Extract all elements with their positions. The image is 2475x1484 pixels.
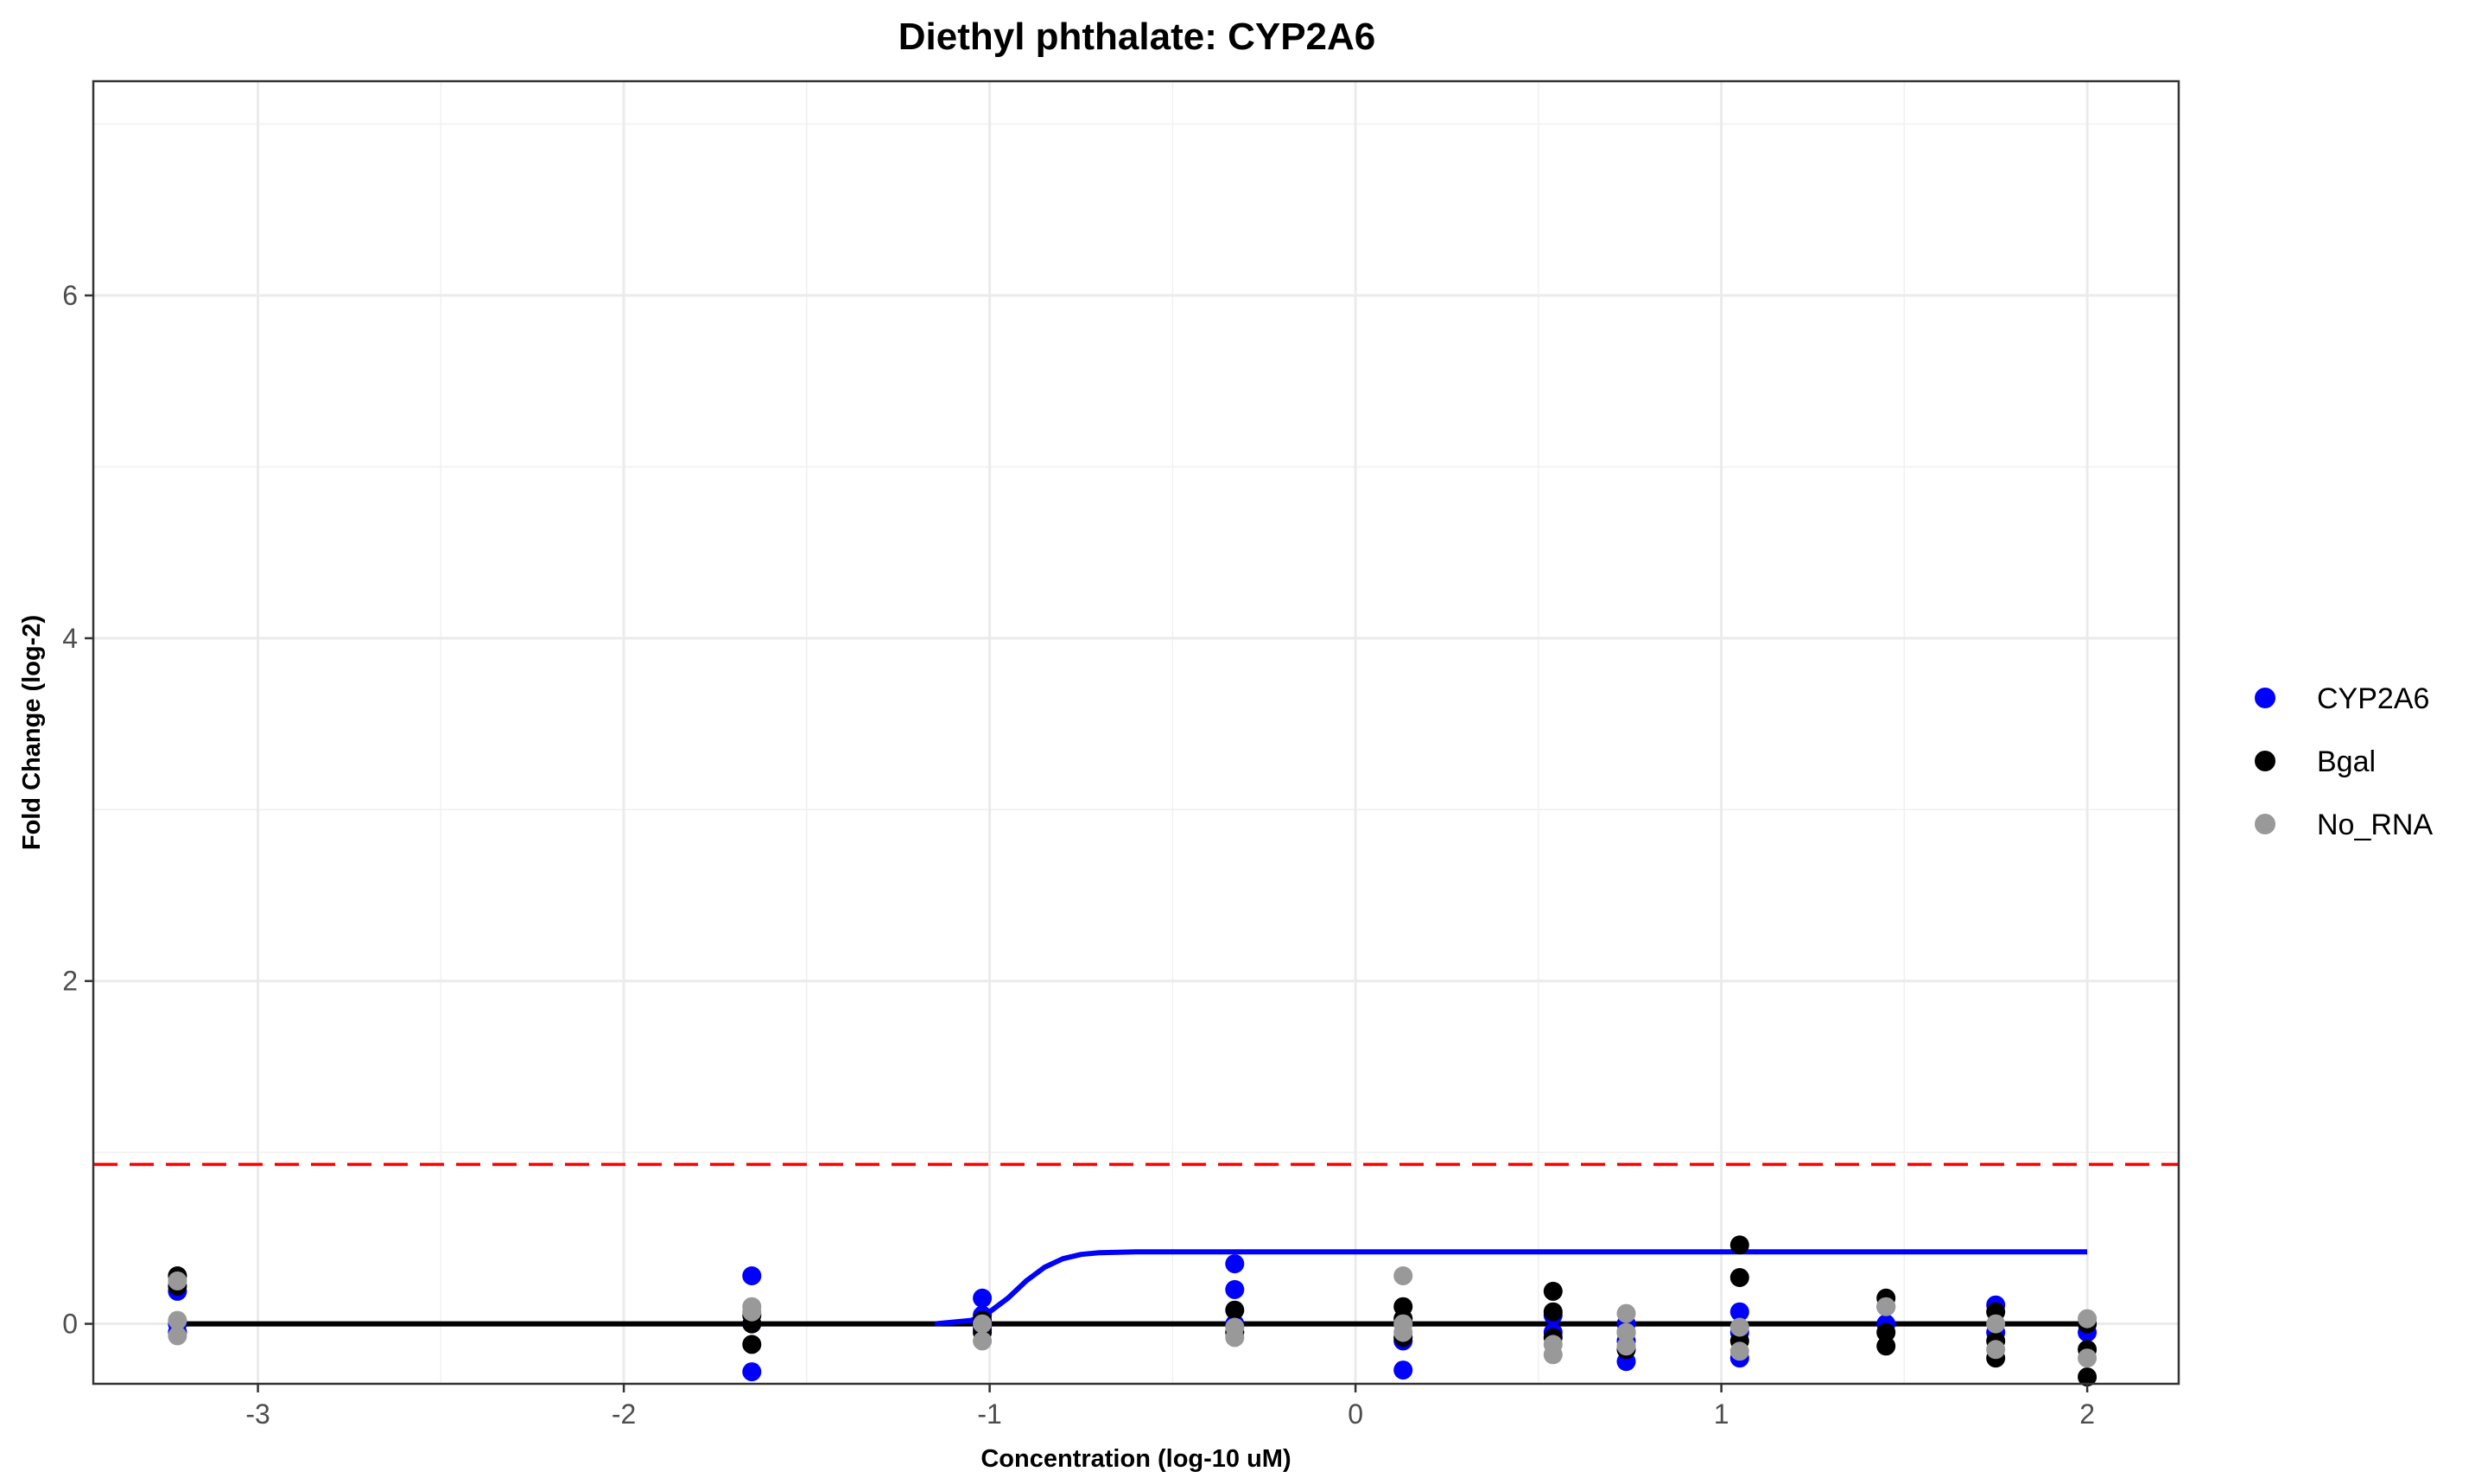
data-point-no_rna <box>168 1271 187 1291</box>
data-points <box>168 1235 2097 1387</box>
data-point-bgal <box>1876 1336 1896 1356</box>
data-point-no_rna <box>742 1302 762 1322</box>
y-tick-label: 4 <box>62 623 78 654</box>
plot-panel-border <box>92 79 2180 1386</box>
x-tick-label: -2 <box>612 1398 636 1430</box>
legend-label-no_rna: No_RNA <box>2317 809 2433 841</box>
data-point-no_rna <box>1876 1297 1896 1316</box>
legend-key-cyp2a6 <box>2255 688 2275 708</box>
x-axis-ticks: -3 -2 -1 0 1 2 <box>245 1384 2095 1430</box>
data-point-bgal <box>1729 1235 1749 1255</box>
data-point-cyp2a6 <box>742 1266 762 1285</box>
y-tick-label: 0 <box>62 1309 78 1340</box>
legend: CYP2A6 Bgal No_RNA <box>2255 682 2433 841</box>
chart-title: Diethyl phthalate: CYP2A6 <box>898 16 1376 58</box>
data-point-bgal <box>1225 1300 1245 1320</box>
data-point-bgal <box>742 1335 762 1354</box>
data-point-cyp2a6 <box>1393 1360 1413 1380</box>
x-tick-label: 0 <box>1348 1398 1363 1430</box>
x-tick-label: -1 <box>977 1398 1001 1430</box>
legend-key-bgal <box>2255 751 2275 771</box>
data-point-cyp2a6 <box>973 1288 993 1308</box>
legend-label-bgal: Bgal <box>2317 745 2376 778</box>
x-axis-title: Concentration (log-10 uM) <box>980 1445 1291 1473</box>
data-point-cyp2a6 <box>1729 1302 1749 1322</box>
data-point-no_rna <box>1986 1314 2006 1334</box>
x-tick-label: 2 <box>2079 1398 2095 1430</box>
data-point-no_rna <box>2078 1348 2097 1368</box>
x-tick-label: -3 <box>245 1398 270 1430</box>
data-point-no_rna <box>1616 1336 1636 1356</box>
y-tick-label: 2 <box>62 966 78 997</box>
data-point-no_rna <box>1543 1345 1563 1365</box>
data-point-no_rna <box>1393 1266 1413 1285</box>
x-tick-label: 1 <box>1714 1398 1729 1430</box>
data-point-cyp2a6 <box>742 1362 762 1382</box>
legend-label-cyp2a6: CYP2A6 <box>2317 682 2429 715</box>
y-axis-title: Fold Change (log-2) <box>18 615 46 850</box>
y-axis-ticks: 0 2 4 6 <box>62 280 93 1340</box>
y-tick-label: 6 <box>62 280 78 311</box>
data-point-no_rna <box>1729 1317 1749 1337</box>
data-point-no_rna <box>1616 1322 1636 1342</box>
data-point-no_rna <box>2078 1309 2097 1329</box>
data-point-no_rna <box>168 1326 187 1346</box>
legend-key-no_rna <box>2255 814 2275 834</box>
data-point-bgal <box>1729 1268 1749 1287</box>
data-point-no_rna <box>973 1314 993 1334</box>
data-point-no_rna <box>1393 1322 1413 1342</box>
data-point-bgal <box>1543 1302 1563 1322</box>
data-point-no_rna <box>168 1310 187 1330</box>
data-point-no_rna <box>1729 1341 1749 1361</box>
data-point-no_rna <box>1986 1340 2006 1360</box>
data-point-cyp2a6 <box>1225 1254 1245 1274</box>
data-point-cyp2a6 <box>1225 1279 1245 1299</box>
data-point-bgal <box>1543 1281 1563 1301</box>
data-point-no_rna <box>1616 1303 1636 1323</box>
data-point-no_rna <box>973 1331 993 1351</box>
data-point-bgal <box>1876 1322 1896 1342</box>
data-point-no_rna <box>1225 1328 1245 1348</box>
data-point-bgal <box>2078 1367 2097 1387</box>
